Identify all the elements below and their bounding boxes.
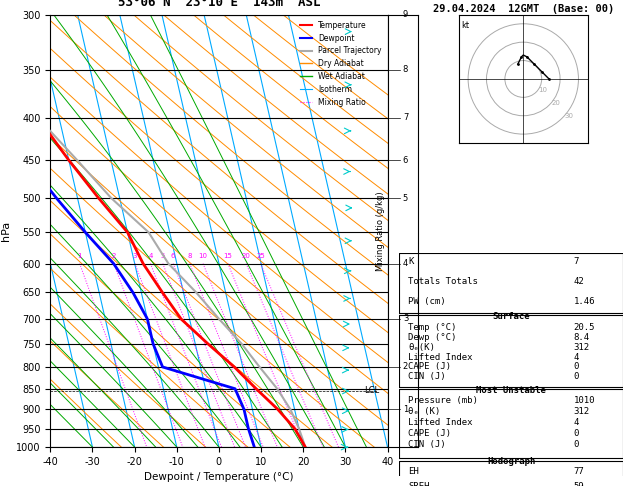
- Text: CAPE (J): CAPE (J): [408, 363, 452, 371]
- Text: 5: 5: [403, 193, 408, 203]
- Text: Lifted Index: Lifted Index: [408, 418, 473, 427]
- Text: LCL: LCL: [364, 386, 379, 395]
- Text: Dewp (°C): Dewp (°C): [408, 333, 457, 342]
- Text: 4: 4: [574, 353, 579, 362]
- Text: CAPE (J): CAPE (J): [408, 429, 452, 438]
- Text: Temp (°C): Temp (°C): [408, 323, 457, 332]
- Text: 7: 7: [574, 257, 579, 266]
- Text: θₑ(K): θₑ(K): [408, 343, 435, 352]
- Text: 77: 77: [574, 468, 584, 476]
- Text: 8: 8: [187, 253, 192, 259]
- Text: 8: 8: [403, 66, 408, 74]
- Y-axis label: Mixing Ratio (g/kg): Mixing Ratio (g/kg): [376, 191, 385, 271]
- Text: 59: 59: [574, 482, 584, 486]
- Text: PW (cm): PW (cm): [408, 297, 446, 306]
- Text: 20: 20: [551, 100, 560, 106]
- Title: 29.04.2024  12GMT  (Base: 00): 29.04.2024 12GMT (Base: 00): [433, 4, 614, 14]
- Text: Totals Totals: Totals Totals: [408, 278, 478, 286]
- Text: Lifted Index: Lifted Index: [408, 353, 473, 362]
- Text: Pressure (mb): Pressure (mb): [408, 396, 478, 405]
- Text: 1: 1: [77, 253, 82, 259]
- Text: 312: 312: [574, 407, 590, 416]
- Text: 25: 25: [256, 253, 265, 259]
- Text: 312: 312: [574, 343, 590, 352]
- Text: 4: 4: [403, 259, 408, 268]
- Text: 0: 0: [574, 429, 579, 438]
- Title: 53°06'N  23°10'E  143m  ASL: 53°06'N 23°10'E 143m ASL: [118, 0, 320, 9]
- Text: Hodograph: Hodograph: [487, 457, 535, 466]
- Text: 9: 9: [403, 10, 408, 19]
- Text: 20.5: 20.5: [574, 323, 595, 332]
- Text: K: K: [408, 257, 414, 266]
- Text: 3: 3: [403, 314, 408, 324]
- Text: 1010: 1010: [574, 396, 595, 405]
- Text: 42: 42: [574, 278, 584, 286]
- Text: 2: 2: [111, 253, 116, 259]
- Text: 3: 3: [133, 253, 137, 259]
- Text: 7: 7: [403, 113, 408, 122]
- Text: 30: 30: [564, 113, 573, 119]
- Text: 10: 10: [538, 87, 547, 93]
- Text: 0: 0: [574, 372, 579, 382]
- Text: 15: 15: [223, 253, 232, 259]
- Text: kt: kt: [462, 21, 470, 30]
- Text: CIN (J): CIN (J): [408, 440, 446, 450]
- Text: θₑ (K): θₑ (K): [408, 407, 440, 416]
- Text: 1: 1: [403, 405, 408, 414]
- Text: 0: 0: [574, 440, 579, 450]
- Text: 1.46: 1.46: [574, 297, 595, 306]
- Text: 20: 20: [242, 253, 250, 259]
- Y-axis label: hPa: hPa: [1, 221, 11, 241]
- Text: 0: 0: [574, 363, 579, 371]
- Text: 5: 5: [160, 253, 165, 259]
- Text: 4: 4: [148, 253, 153, 259]
- Legend: Temperature, Dewpoint, Parcel Trajectory, Dry Adiabat, Wet Adiabat, Isotherm, Mi: Temperature, Dewpoint, Parcel Trajectory…: [298, 18, 384, 109]
- Text: 10: 10: [199, 253, 208, 259]
- Text: 6: 6: [403, 156, 408, 165]
- Text: Most Unstable: Most Unstable: [476, 386, 546, 395]
- Text: 4: 4: [574, 418, 579, 427]
- Text: 6: 6: [171, 253, 175, 259]
- X-axis label: Dewpoint / Temperature (°C): Dewpoint / Temperature (°C): [144, 472, 294, 483]
- Text: Surface: Surface: [493, 312, 530, 321]
- Text: CIN (J): CIN (J): [408, 372, 446, 382]
- Text: EH: EH: [408, 468, 419, 476]
- Text: 2: 2: [403, 363, 408, 371]
- Text: 8.4: 8.4: [574, 333, 590, 342]
- Text: SREH: SREH: [408, 482, 430, 486]
